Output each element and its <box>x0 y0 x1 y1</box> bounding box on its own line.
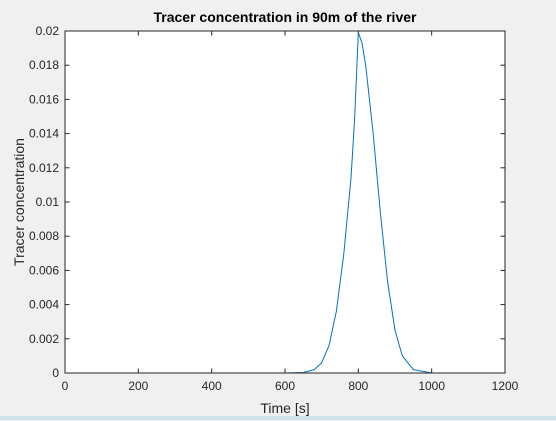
y-tick-label: 0.018 <box>29 58 59 72</box>
plot-frame <box>64 30 506 374</box>
x-tick-label: 1000 <box>418 379 445 393</box>
x-axis-label: Time [s] <box>260 400 309 416</box>
y-axis-label: Tracer concentration <box>11 138 27 266</box>
y-tick-label: 0.002 <box>29 332 59 346</box>
x-tick-label: 0 <box>62 379 69 393</box>
y-tick-label: 0.008 <box>29 229 59 243</box>
series-line-0 <box>65 32 505 374</box>
y-tick-label: 0 <box>52 366 59 380</box>
y-tick-label: 0.012 <box>29 161 59 175</box>
x-tick-label: 800 <box>348 379 368 393</box>
x-tick-label: 200 <box>128 379 148 393</box>
series-group <box>65 32 505 374</box>
x-tick-label: 1200 <box>492 379 519 393</box>
y-tick-label: 0.01 <box>36 195 60 209</box>
x-tick-label: 600 <box>275 379 295 393</box>
y-tick-label: 0.02 <box>36 24 60 38</box>
plot-area <box>65 31 505 373</box>
tick-group: 0 200 400 600 800 1000 1200 0 0.002 0.004 0.006 0.0… <box>29 24 519 393</box>
x-tick-label: 400 <box>202 379 222 393</box>
window-bottom-strip <box>0 416 556 420</box>
y-tick-label: 0.016 <box>29 92 59 106</box>
y-tick-label: 0.004 <box>29 298 59 312</box>
y-tick-label: 0.006 <box>29 263 59 277</box>
chart-title: Tracer concentration in 90m of the river <box>154 9 418 25</box>
y-tick-label: 0.014 <box>29 127 59 141</box>
